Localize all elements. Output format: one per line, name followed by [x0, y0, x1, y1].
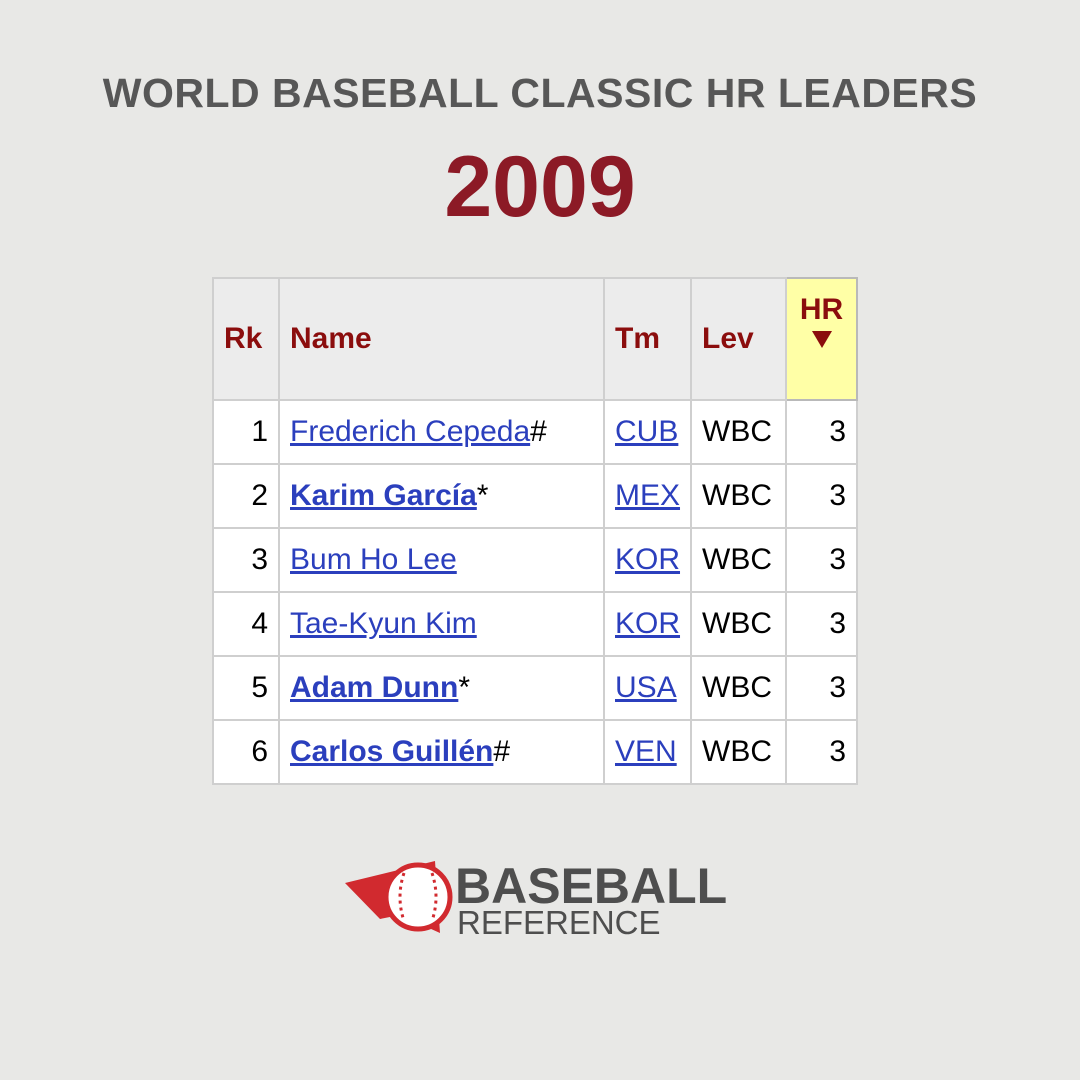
sort-arrow — [811, 331, 832, 348]
name-cell: Tae-Kyun Kim — [278, 591, 605, 657]
team-link[interactable]: USA — [615, 671, 677, 704]
team-cell: VEN — [602, 719, 693, 785]
table-row: 4 Tae-Kyun Kim KOR WBC 3 — [212, 591, 859, 657]
name-cell: Adam Dunn* — [278, 655, 605, 721]
player-link[interactable]: Tae-Kyun Kim — [290, 607, 477, 640]
team-link[interactable]: MEX — [615, 479, 681, 512]
home-runs: 3 — [785, 527, 859, 593]
column-header: Name — [278, 277, 605, 401]
table-body: 1 Frederich Cepeda# CUB WBC 3 2 Karim García* M… — [212, 399, 859, 785]
home-runs: 3 — [785, 399, 859, 465]
team-link[interactable]: KOR — [615, 607, 681, 640]
home-runs: 3 — [785, 591, 859, 657]
name-cell: Frederich Cepeda# — [278, 399, 605, 465]
player-link[interactable]: Bum Ho Lee — [290, 543, 457, 576]
table-row: 2 Karim García* MEX WBC 3 — [212, 463, 859, 529]
home-runs: 3 — [785, 463, 859, 529]
table-row: 6 Carlos Guillén# VEN WBC 3 — [212, 719, 859, 785]
player-mark: # — [530, 415, 547, 448]
logo-line2: REFERENCE — [457, 904, 661, 941]
header-row: Rk Name Tm Lev HR — [212, 277, 859, 401]
level: WBC — [690, 591, 788, 657]
column-header: Rk — [212, 277, 280, 401]
title: WORLD BASEBALL CLASSIC HR LEADERS — [102, 70, 978, 116]
player-link[interactable]: Adam Dunn — [290, 671, 459, 704]
team-cell: KOR — [602, 527, 693, 593]
level: WBC — [690, 399, 788, 465]
player-link[interactable]: Karim García — [290, 479, 477, 512]
team-link[interactable]: VEN — [615, 735, 677, 768]
home-runs: 3 — [785, 655, 859, 721]
home-runs: 3 — [785, 719, 859, 785]
player-mark: # — [493, 735, 511, 768]
team-cell: CUB — [602, 399, 693, 465]
player-mark: * — [458, 671, 471, 704]
rank: 1 — [212, 399, 280, 465]
team-cell: KOR — [602, 591, 693, 657]
table: Rk Name Tm Lev HR 1 Frederich Cepeda# CUB WBC 3 2… — [212, 277, 859, 785]
logo-ball — [383, 862, 453, 932]
team-link[interactable]: KOR — [615, 543, 681, 576]
table-row: 5 Adam Dunn* USA WBC 3 — [212, 655, 859, 721]
level: WBC — [690, 719, 788, 785]
name-cell: Bum Ho Lee — [278, 527, 605, 593]
logo: BASEBALL REFERENCE — [345, 858, 727, 941]
year: 2009 — [444, 139, 636, 235]
name-cell: Carlos Guillén# — [278, 719, 605, 785]
team-cell: USA — [602, 655, 693, 721]
rank: 6 — [212, 719, 280, 785]
rank: 2 — [212, 463, 280, 529]
level: WBC — [690, 463, 788, 529]
player-link[interactable]: Frederich Cepeda — [290, 415, 531, 448]
rank: 5 — [212, 655, 280, 721]
logo-stitches — [398, 872, 438, 922]
player-mark: * — [476, 479, 489, 512]
level: WBC — [690, 527, 788, 593]
sort-arrow-shape — [811, 331, 832, 348]
level: WBC — [690, 655, 788, 721]
column-header: Tm — [602, 277, 693, 401]
team-link[interactable]: CUB — [615, 415, 679, 448]
team-cell: MEX — [602, 463, 693, 529]
logo-line1: BASEBALL — [455, 858, 727, 914]
rank: 3 — [212, 527, 280, 593]
player-link[interactable]: Carlos Guillén — [290, 735, 494, 768]
table-row: 1 Frederich Cepeda# CUB WBC 3 — [212, 399, 859, 465]
table-row: 3 Bum Ho Lee KOR WBC 3 — [212, 527, 859, 593]
column-header: HR — [785, 277, 859, 401]
column-header: Lev — [690, 277, 788, 401]
rank: 4 — [212, 591, 280, 657]
name-cell: Karim García* — [278, 463, 605, 529]
